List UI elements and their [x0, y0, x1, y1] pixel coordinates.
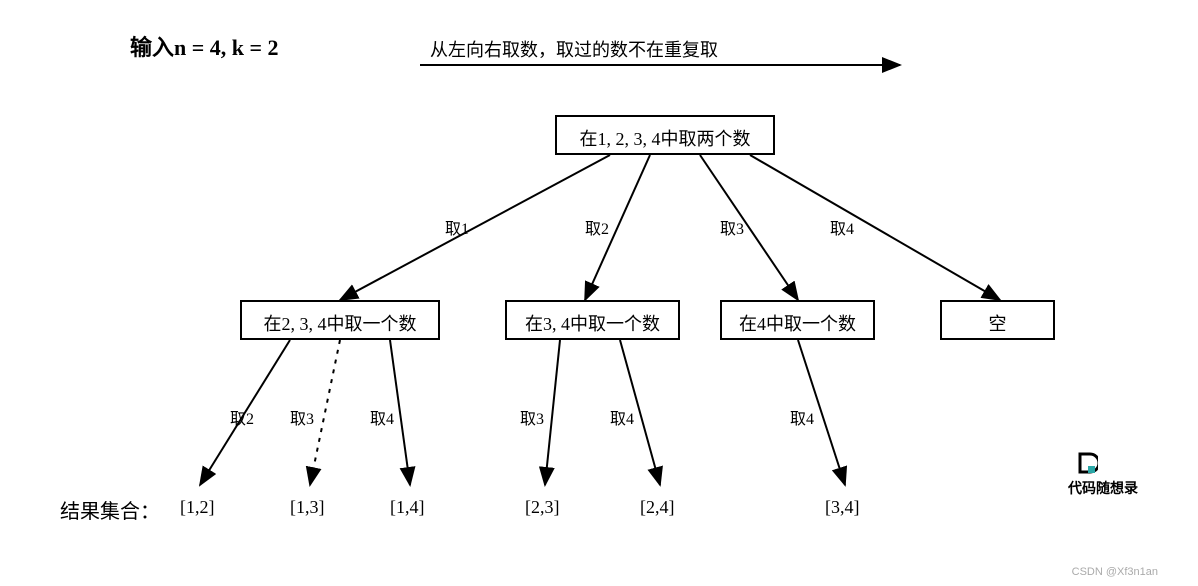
edge-label: 取4	[790, 405, 814, 429]
result-item: [2,3]	[525, 497, 560, 518]
level1-node: 空	[940, 300, 1055, 340]
edge-label: 取3	[720, 215, 744, 239]
hint-label: 从左向右取数，取过的数不在重复取	[430, 36, 718, 62]
result-item: [1,4]	[390, 497, 425, 518]
result-item: [1,3]	[290, 497, 325, 518]
result-set-label: 结果集合：	[60, 495, 160, 524]
logo-icon	[1076, 452, 1098, 474]
result-item: [2,4]	[640, 497, 675, 518]
edge-label: 取4	[830, 215, 854, 239]
edge-label: 取2	[230, 405, 254, 429]
edge-label: 取3	[520, 405, 544, 429]
level1-node: 在4中取一个数	[720, 300, 875, 340]
edge-label: 取4	[610, 405, 634, 429]
root-node: 在1, 2, 3, 4中取两个数	[555, 115, 775, 155]
logo-text: 代码随想录	[1068, 478, 1138, 498]
credit-text: CSDN @Xf3n1an	[1072, 566, 1158, 578]
input-title: 输入n = 4, k = 2	[130, 30, 279, 62]
edge-label: 取3	[290, 405, 314, 429]
edge-label: 取4	[370, 405, 394, 429]
edge-label: 取2	[585, 215, 609, 239]
result-item: [1,2]	[180, 497, 215, 518]
result-item: [3,4]	[825, 497, 860, 518]
level1-node: 在3, 4中取一个数	[505, 300, 680, 340]
edge-label: 取1	[445, 215, 469, 239]
level1-node: 在2, 3, 4中取一个数	[240, 300, 440, 340]
